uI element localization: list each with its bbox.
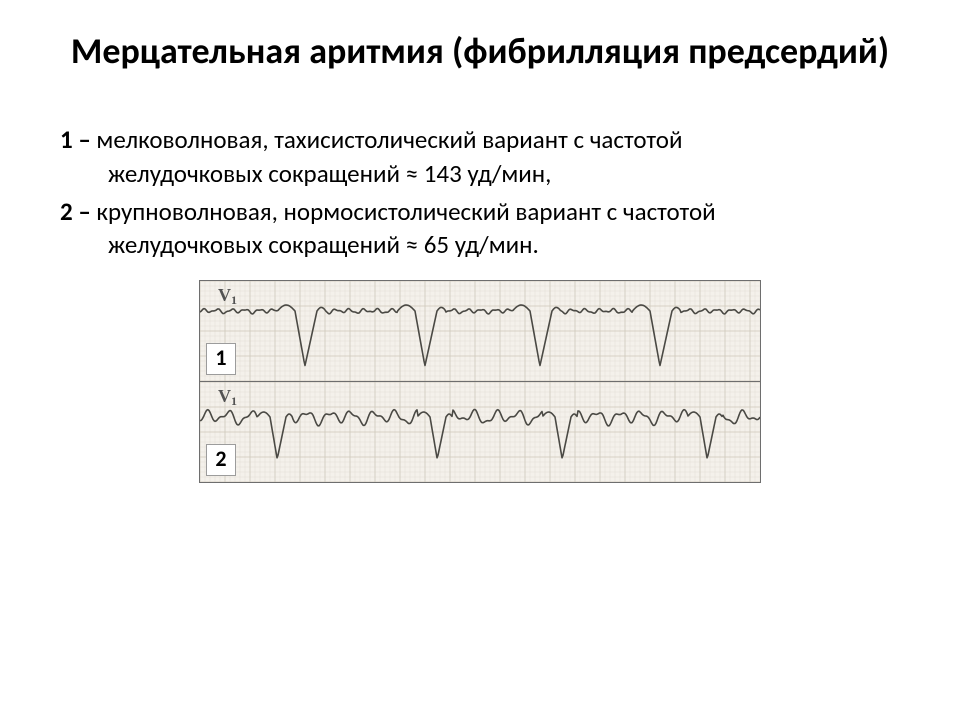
item-first-line: мелковолновая, тахисистолический вариант… [91,124,683,155]
lead-label: V1 [218,386,237,407]
item-continuation: желудочковых сокращений ≈ 143 уд/мин, [60,157,900,191]
lead-label: V1 [218,285,237,306]
ecg-panel-2: V1 2 [200,381,760,482]
body-text: 1 – мелковолновая, тахисистолический вар… [60,123,900,262]
slide-title: Мерцательная аритмия (фибрилляция предсе… [60,30,900,73]
ecg-panel-1: V1 1 [200,281,760,381]
list-item: 1 – мелковолновая, тахисистолический вар… [60,123,900,191]
panel-badge: 2 [206,444,236,476]
item-lead: 1 – [60,124,91,155]
ecg-stack: V1 1 V1 2 [199,280,761,483]
item-lead: 2 – [60,196,91,227]
item-continuation: желудочковых сокращений ≈ 65 уд/мин. [60,228,900,262]
list-item: 2 – крупноволновая, нормосистолический в… [60,195,900,263]
item-first-line: крупноволновая, нормосистолический вариа… [91,196,716,227]
ecg-figure: V1 1 V1 2 [60,280,900,483]
panel-badge: 1 [206,343,236,375]
